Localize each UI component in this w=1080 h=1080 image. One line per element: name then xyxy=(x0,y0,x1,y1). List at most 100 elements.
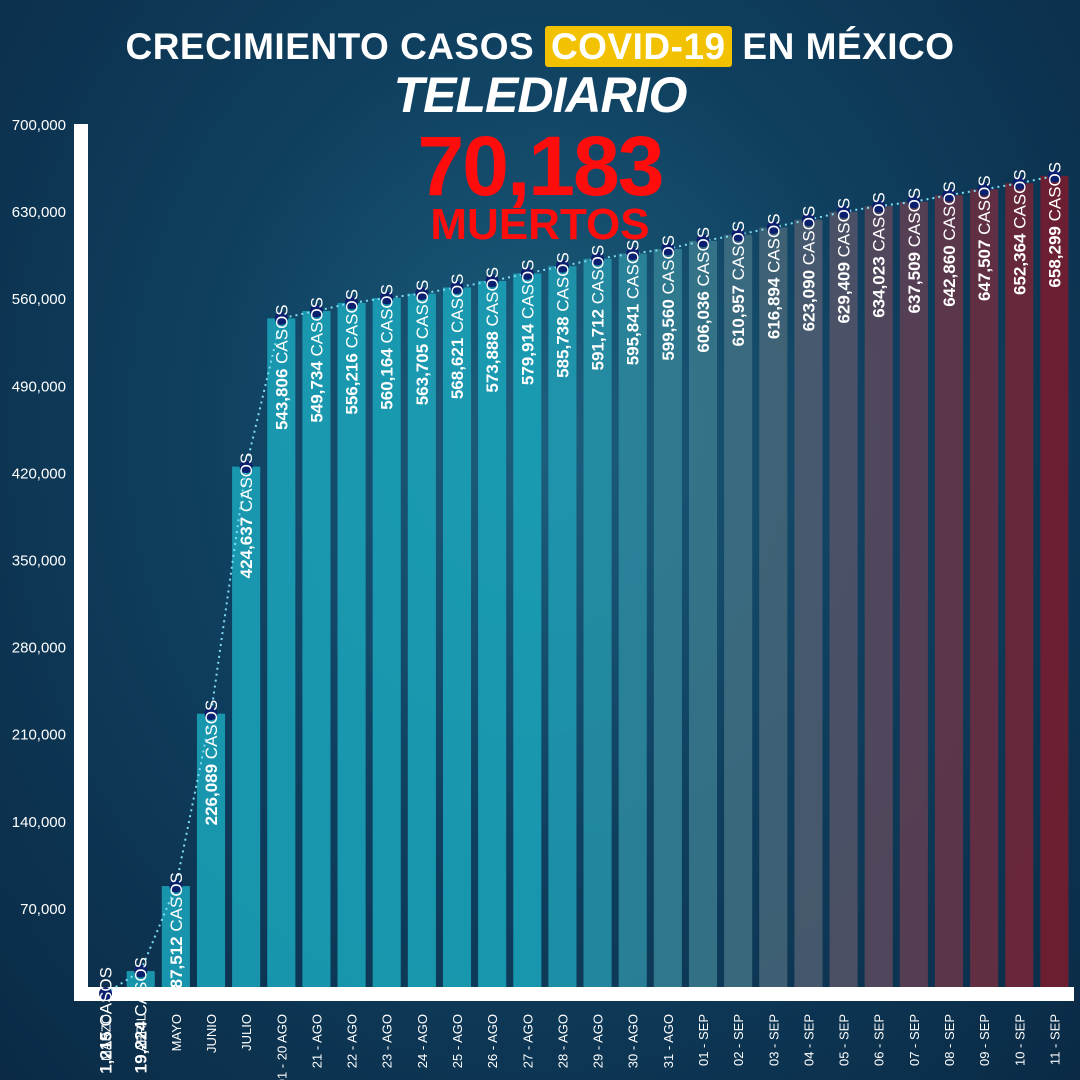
data-point xyxy=(555,259,569,273)
x-tick-label: 22 - AGO xyxy=(345,1014,360,1068)
bar xyxy=(1005,183,1034,995)
bar xyxy=(899,201,928,995)
y-tick-label: 700,000 xyxy=(12,117,66,134)
x-tick-label: 10 - SEP xyxy=(1012,1014,1027,1066)
title-before: CRECIMIENTO CASOS xyxy=(125,26,535,67)
x-tick-label: 09 - SEP xyxy=(977,1014,992,1066)
brand-logo: TELEDIARIO xyxy=(393,67,688,123)
x-tick-label: 30 - AGO xyxy=(626,1014,641,1068)
data-label: 87,512 CASOS xyxy=(167,872,186,988)
y-tick-label: 280,000 xyxy=(12,640,66,657)
data-point xyxy=(345,296,359,310)
x-tick-label: 01 - 20 AGO xyxy=(274,1014,289,1080)
bar xyxy=(970,189,999,995)
deaths-count: 70,183 xyxy=(417,119,665,213)
bar xyxy=(794,219,823,996)
data-point xyxy=(872,199,886,213)
data-label: 585,738 CASOS xyxy=(553,252,572,378)
data-point xyxy=(942,188,956,202)
data-point xyxy=(1012,176,1026,190)
y-tick-label: 490,000 xyxy=(12,378,66,395)
y-tick-label: 210,000 xyxy=(12,727,66,744)
data-label: 424,637 CASOS xyxy=(237,453,256,579)
data-label: 599,560 CASOS xyxy=(659,235,678,361)
x-tick-label: 31 - AGO xyxy=(661,1014,676,1068)
x-tick-label: 21 - AGO xyxy=(309,1014,324,1068)
data-point xyxy=(274,311,288,325)
x-tick-label: 28 - AGO xyxy=(555,1014,570,1068)
data-label: 549,734 CASOS xyxy=(307,297,326,423)
bar xyxy=(337,302,366,995)
bar xyxy=(1040,175,1069,996)
data-label: 623,090 CASOS xyxy=(799,206,818,332)
bar xyxy=(653,248,682,995)
bar xyxy=(583,258,612,995)
data-point xyxy=(801,213,815,227)
data-label: 606,036 CASOS xyxy=(694,227,713,353)
data-point xyxy=(380,291,394,305)
data-label: 226,089 CASOS xyxy=(202,700,221,826)
x-tick-label: 05 - SEP xyxy=(837,1014,852,1066)
data-point xyxy=(591,252,605,266)
data-label: 579,914 CASOS xyxy=(518,259,537,385)
data-point xyxy=(766,220,780,234)
data-label: 19,224 CASOS xyxy=(132,957,151,1073)
data-label: 573,888 CASOS xyxy=(483,267,502,393)
bar xyxy=(513,273,542,996)
data-label: 563,705 CASOS xyxy=(413,280,432,406)
bar xyxy=(196,713,226,995)
y-tick-label: 560,000 xyxy=(12,291,66,308)
data-label: 1,215 CASOS xyxy=(97,967,116,1074)
bar xyxy=(478,280,507,995)
bar xyxy=(232,466,261,995)
data-point xyxy=(239,460,253,474)
data-point xyxy=(696,234,710,248)
data-label: 568,621 CASOS xyxy=(448,273,467,399)
data-point xyxy=(626,247,640,261)
x-axis-line xyxy=(74,987,1074,1001)
data-label: 556,216 CASOS xyxy=(343,289,362,415)
x-tick-label: 07 - SEP xyxy=(907,1014,922,1066)
x-tick-label: 11 - SEP xyxy=(1047,1014,1062,1065)
data-label: 658,299 CASOS xyxy=(1045,162,1064,288)
bar xyxy=(618,253,647,995)
data-label: 652,364 CASOS xyxy=(1010,169,1029,295)
bar xyxy=(161,886,190,995)
data-point xyxy=(450,280,464,294)
x-tick-label: 26 - AGO xyxy=(485,1014,500,1068)
chart-title: CRECIMIENTO CASOS COVID-19 EN MÉXICO xyxy=(0,26,1080,68)
data-point xyxy=(415,287,429,301)
deaths-label: MUERTOS xyxy=(430,200,650,249)
x-tick-label: 02 - SEP xyxy=(731,1014,746,1066)
data-label: 642,860 CASOS xyxy=(940,181,959,307)
x-tick-label: JUNIO xyxy=(204,1014,219,1053)
y-tick-label: 420,000 xyxy=(12,465,66,482)
x-tick-label: 08 - SEP xyxy=(942,1014,957,1066)
bar xyxy=(864,206,893,995)
x-tick-label: 25 - AGO xyxy=(450,1014,465,1068)
title-highlight: COVID-19 xyxy=(544,26,732,67)
y-tick-label: 630,000 xyxy=(12,204,66,221)
data-label: 647,507 CASOS xyxy=(975,175,994,301)
data-point xyxy=(309,304,323,318)
bar xyxy=(267,318,296,995)
bar xyxy=(302,310,331,995)
data-point xyxy=(837,205,851,219)
data-label: 629,409 CASOS xyxy=(835,198,854,324)
trend-line xyxy=(105,174,1055,995)
data-point xyxy=(977,182,991,196)
bar xyxy=(688,240,718,995)
y-axis-line xyxy=(74,124,88,997)
x-tick-label: MAYO xyxy=(169,1014,184,1051)
data-label: 610,957 CASOS xyxy=(729,221,748,347)
bar xyxy=(372,297,401,995)
data-label: 634,023 CASOS xyxy=(870,192,889,318)
title-after: EN MÉXICO xyxy=(742,26,955,67)
bar xyxy=(829,211,858,995)
x-tick-label: MARZO xyxy=(99,1014,114,1061)
bar xyxy=(724,234,753,996)
bar xyxy=(407,293,436,995)
bar xyxy=(934,195,964,995)
data-point xyxy=(204,707,218,721)
